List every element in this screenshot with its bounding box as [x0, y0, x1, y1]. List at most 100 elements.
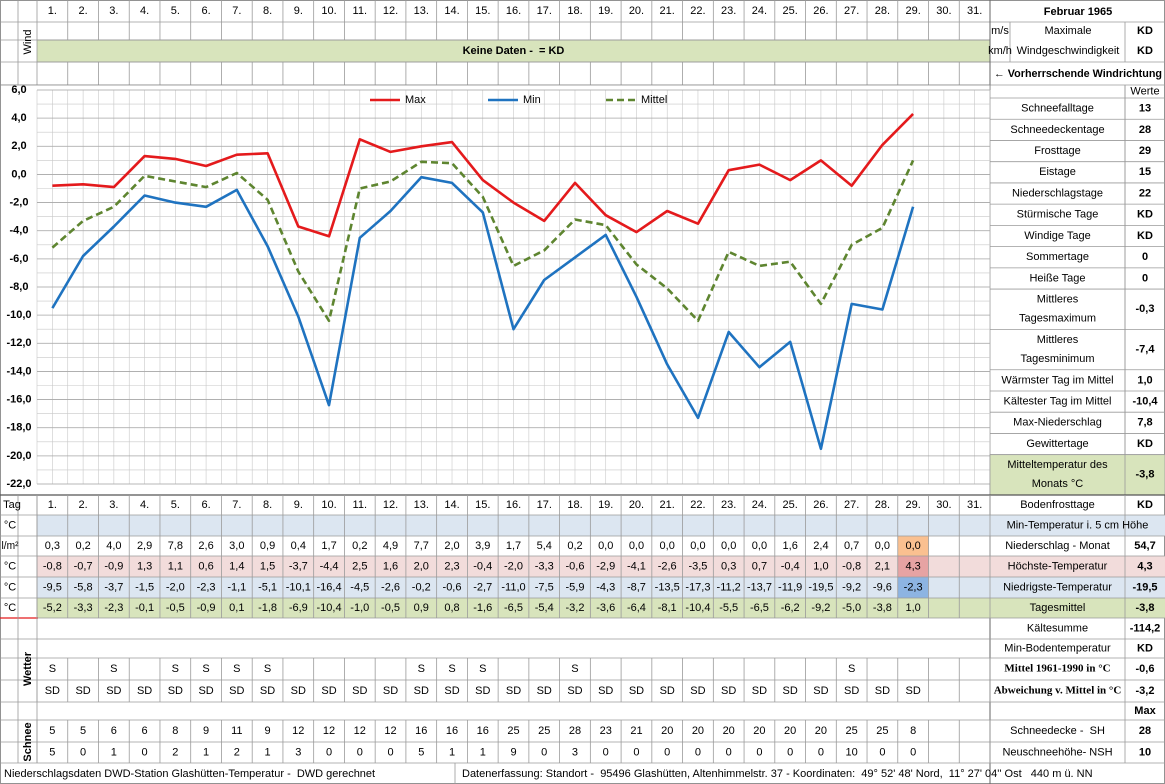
day-number: 14. [444, 5, 459, 17]
table-cell: -8,1 [658, 602, 677, 614]
summary-label: Neuschneehöhe- NSH [1002, 746, 1112, 758]
table-cell: 0 [664, 746, 670, 758]
table-cell: 4,3 [905, 560, 920, 572]
summary-value: -3,8 [1136, 602, 1155, 614]
table-cell: -5,2 [43, 602, 62, 614]
y-tick-label: -8,0 [10, 281, 29, 293]
table-cell: 16 [446, 725, 458, 737]
table-cell: 23 [600, 725, 612, 737]
stat-label: Eistage [1039, 166, 1076, 178]
table-cell: -2,3 [197, 581, 216, 593]
day-number: 18. [567, 5, 582, 17]
summary-value: -114,2 [1130, 622, 1161, 634]
table-cell: SD [783, 685, 798, 697]
table-cell: -0,4 [473, 560, 492, 572]
day-number: 1. [48, 5, 57, 17]
summary-value: -0,6 [1136, 663, 1155, 675]
table-cell: 0,0 [598, 540, 613, 552]
day-number: 4. [140, 5, 149, 17]
table-cell: 0,3 [45, 540, 60, 552]
table-cell: 16 [415, 725, 427, 737]
table-cell: SD [844, 685, 859, 697]
row-band [990, 556, 1165, 577]
stat-label: Schneedeckentage [1010, 124, 1104, 136]
stat-label: Monats °C [1032, 478, 1084, 490]
table-cell: -9,6 [873, 581, 892, 593]
table-cell: 0,0 [660, 540, 675, 552]
table-cell: -8,7 [627, 581, 646, 593]
stat-label: Niederschlagstage [1012, 187, 1103, 199]
stat-value: KD [1137, 209, 1153, 221]
table-cell: 1,0 [905, 602, 920, 614]
day-number: 17. [537, 499, 552, 511]
table-cell: 0,7 [752, 560, 767, 572]
table-cell: 6 [142, 725, 148, 737]
y-tick-label: -16,0 [6, 393, 31, 405]
summary-label: Bodenfrosttage [1020, 499, 1095, 511]
table-cell: SD [198, 685, 213, 697]
stat-value: 15 [1139, 166, 1151, 178]
table-cell: 0 [879, 746, 885, 758]
table-cell: 20 [723, 725, 735, 737]
unit-label: °C [4, 560, 16, 572]
unit: km/h [988, 45, 1012, 57]
unit-label: °C [4, 519, 16, 531]
table-cell: -3,2 [565, 602, 584, 614]
table-cell: -0,9 [197, 602, 216, 614]
table-cell: -19,5 [808, 581, 833, 593]
table-cell: 0,9 [414, 602, 429, 614]
day-number: 6. [201, 5, 210, 17]
table-cell: -0,8 [842, 560, 861, 572]
day-number: 15. [475, 499, 490, 511]
table-cell: 7,7 [414, 540, 429, 552]
day-number: 30. [936, 499, 951, 511]
table-cell: -3,3 [535, 560, 554, 572]
table-cell: -1,8 [258, 602, 277, 614]
highlight-cell [897, 536, 929, 556]
stat-value: KD [1137, 230, 1153, 242]
y-tick-label: -14,0 [6, 365, 31, 377]
table-cell: -10,4 [317, 602, 342, 614]
day-number: 11. [353, 499, 367, 511]
table-cell: -6,5 [750, 602, 769, 614]
table-cell: -9,5 [43, 581, 62, 593]
table-cell: 25 [538, 725, 550, 737]
table-cell: -0,5 [381, 602, 400, 614]
row-band [37, 598, 990, 618]
table-cell: 0,1 [229, 602, 244, 614]
table-cell: 8 [910, 725, 916, 737]
table-cell: -11,9 [778, 581, 802, 593]
stat-label: Wärmster Tag im Mittel [1001, 374, 1113, 386]
day-number: 31. [967, 499, 982, 511]
tag-label: Tag [3, 499, 21, 511]
day-number: 15. [475, 5, 490, 17]
table-cell: 2,4 [813, 540, 828, 552]
table-cell: 5 [418, 746, 424, 758]
series-line [51, 159, 915, 323]
stat-label: Windige Tage [1024, 230, 1090, 242]
unit-label: °C [4, 602, 16, 614]
table-cell: SD [721, 685, 736, 697]
max-wind-value: KD [1137, 45, 1153, 57]
table-cell: 0,8 [444, 602, 459, 614]
table-cell: -0,1 [135, 602, 154, 614]
y-tick-label: 6,0 [11, 84, 26, 96]
table-cell: 9 [203, 725, 209, 737]
table-cell: -9,2 [842, 581, 861, 593]
table-cell: 1 [111, 746, 117, 758]
table-cell: -5,0 [842, 602, 861, 614]
table-cell: 12 [292, 725, 304, 737]
y-tick-label: -18,0 [6, 422, 31, 434]
stat-value: -3,8 [1136, 469, 1155, 481]
table-cell: -11,2 [717, 581, 741, 593]
stat-label: Mittleres [1037, 334, 1079, 346]
table-cell: S [202, 663, 209, 675]
table-cell: 12 [354, 725, 366, 737]
table-cell: 3,0 [229, 540, 244, 552]
summary-value: 10 [1139, 746, 1151, 758]
stat-value: -10,4 [1132, 395, 1158, 407]
row-band [990, 577, 1165, 598]
table-cell: SD [45, 685, 60, 697]
stat-value: -0,3 [1136, 303, 1155, 315]
stats-highlight [989, 454, 1165, 496]
